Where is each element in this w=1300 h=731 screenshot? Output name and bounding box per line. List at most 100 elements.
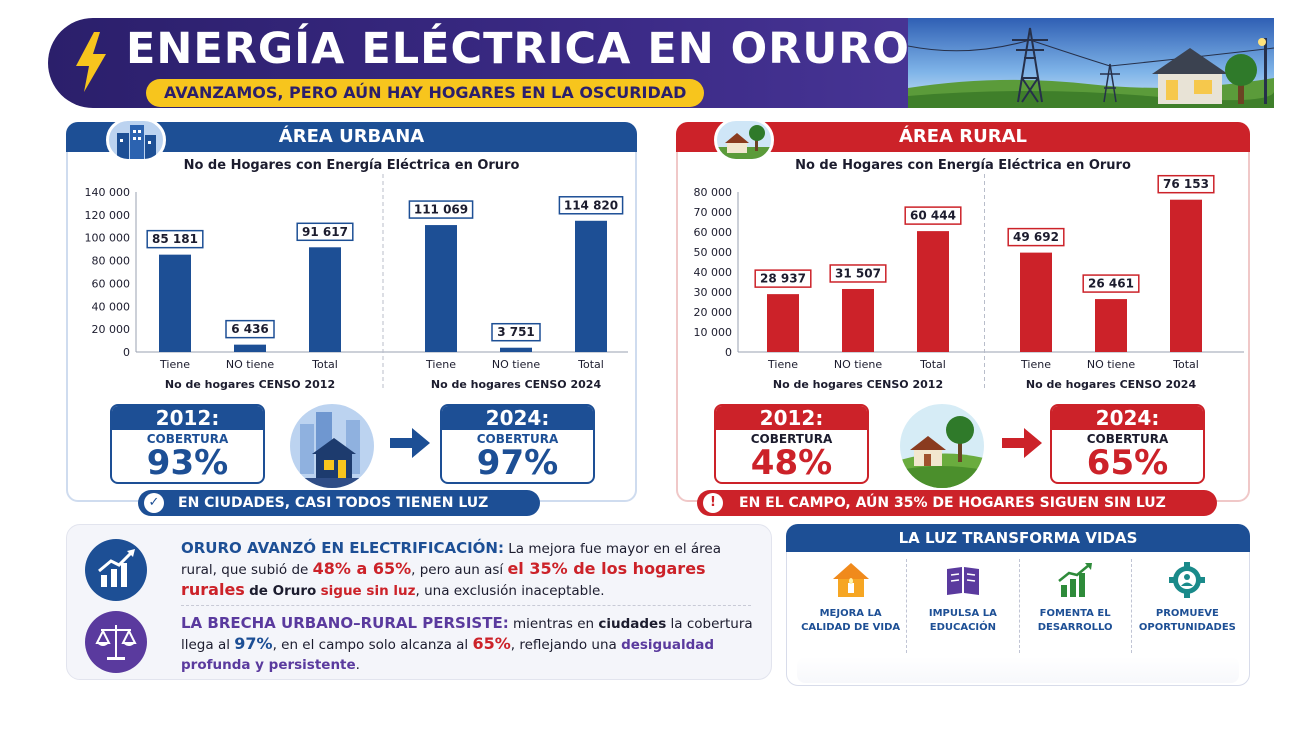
impact-label: MEJORA LA CALIDAD DE VIDA [801,608,901,633]
city-buildings-icon [106,118,166,162]
summary-paragraph-1: ORURO AVANZÓ EN ELECTRIFICACIÓN: La mejo… [181,539,721,599]
rural-banner-text: EN EL CAMPO, AÚN 35% DE HOGARES SIGUEN S… [739,495,1166,511]
summary-box: ORURO AVANZÓ EN ELECTRIFICACIÓN: La mejo… [66,524,772,680]
y-tick-label: 50 000 [694,246,733,259]
urban-chart-title: No de Hogares con Energía Eléctrica en O… [183,158,520,173]
data-label: 85 181 [152,232,198,246]
main-title: ENERGÍA ELÉCTRICA EN ORURO [126,24,910,74]
coverage-label: COBERTURA [146,432,229,446]
data-label: 26 461 [1088,277,1134,291]
rural-bar-chart: 0 10 000 20 000 30 000 40 000 50 000 60 000 70 … [694,174,1244,391]
x-tick-label: Tiene [1020,358,1051,371]
data-label: 31 507 [835,266,881,280]
group-label: No de hogares CENSO 2024 [431,378,602,391]
x-tick-label: Total [1172,358,1199,371]
coverage-year: 2024: [1052,406,1203,430]
data-label-box [146,229,204,249]
data-label: 111 069 [414,203,468,217]
coverage-percent: 65% [1086,443,1169,483]
coverage-percent: 48% [750,443,833,483]
y-tick-label: 30 000 [694,286,733,299]
x-tick-label: NO tiene [1087,358,1135,371]
x-tick-label: Total [311,358,338,371]
data-label-box [1007,227,1065,247]
coverage-label: COBERTURA [750,432,833,446]
house-icon [1152,48,1228,104]
group-label: No de hogares CENSO 2024 [1026,378,1197,391]
bar [234,344,266,352]
impact-label: IMPULSA LA EDUCACIÓN [928,608,997,633]
rural-coverage-2012: 2012: COBERTURA 48% [714,404,869,484]
farm-illustration [900,404,984,488]
data-label-box [296,222,354,242]
data-label: 49 692 [1013,230,1059,244]
data-label: 60 444 [910,209,956,223]
y-tick-label: 140 000 [85,186,131,199]
coverage-year: 2012: [716,406,867,430]
header-landscape [908,18,1274,108]
urban-banner-text: EN CIUDADES, CASI TODOS TIENEN LUZ [178,495,489,511]
bar [500,347,532,352]
bar [309,247,341,352]
y-tick-label: 20 000 [694,306,733,319]
data-label-box [904,206,962,225]
group-label: No de hogares CENSO 2012 [773,378,943,391]
data-label: 6 436 [231,322,269,336]
lightning-bolt-icon [76,32,106,92]
house-candle-icon [832,563,869,597]
rural-panel: ÁREA RURAL No de Hogares con Energía Elé… [676,118,1250,502]
subtitle-pill: AVANZAMOS, PERO AÚN HAY HOGARES EN LA OS… [146,79,705,107]
x-tick-label: Total [577,358,604,371]
data-label-box [558,196,624,215]
street-lamp-icon [1258,38,1267,104]
data-label: 28 937 [760,272,806,286]
y-tick-label: 120 000 [85,209,131,222]
gear-person-icon [1169,562,1206,598]
y-tick-label: 0 [725,346,732,359]
bar [1095,299,1127,352]
y-tick-label: 0 [123,346,130,359]
bar [159,254,191,352]
data-label-box [408,200,474,219]
x-tick-label: Total [919,358,946,371]
y-tick-label: 40 000 [694,266,733,279]
bar [575,220,607,352]
alert-icon: ! [703,493,723,513]
data-label-box [491,322,541,342]
coverage-year: 2012: [112,406,263,430]
data-label: 91 617 [302,225,348,239]
bar [767,294,799,352]
bar [842,288,874,352]
coverage-label: COBERTURA [476,432,559,446]
impact-title: LA LUZ TRANSFORMA VIDAS [786,524,1250,552]
y-tick-label: 60 000 [694,226,733,239]
bar [1020,252,1052,352]
group-label: No de hogares CENSO 2012 [165,378,335,391]
header: ENERGÍA ELÉCTRICA EN ORURO AVANZAMOS, PE… [48,18,1274,108]
impact-item-educacion: IMPULSA LA EDUCACIÓN [906,559,1018,653]
arrow-right-icon [1002,428,1042,458]
coverage-percent: 93% [146,443,229,483]
city-house-illustration [290,404,374,488]
check-icon: ✓ [144,493,164,513]
data-label-box [225,319,275,339]
urban-banner: ✓ EN CIUDADES, CASI TODOS TIENEN LUZ [138,490,540,516]
bar [1170,199,1202,352]
y-tick-label: 20 000 [92,323,131,336]
arrow-right-icon [390,428,430,458]
growth-chart-icon [85,539,147,601]
y-tick-label: 80 000 [694,186,733,199]
y-tick-label: 40 000 [92,300,131,313]
coverage-year: 2024: [442,406,593,430]
y-tick-label: 10 000 [694,326,733,339]
rural-coverage-2024: 2024: COBERTURA 65% [1050,404,1205,484]
urban-coverage-2024: 2024: COBERTURA 97% [440,404,595,484]
farm-house-icon [714,118,774,162]
data-label-box [1157,174,1215,194]
x-tick-label: NO tiene [492,358,540,371]
summary-paragraph-2: LA BRECHA URBANO–RURAL PERSISTE: mientra… [181,614,753,673]
x-tick-label: NO tiene [834,358,882,371]
urban-coverage-2012: 2012: COBERTURA 93% [110,404,265,484]
x-tick-label: Tiene [767,358,798,371]
tree-icon [1225,54,1257,104]
